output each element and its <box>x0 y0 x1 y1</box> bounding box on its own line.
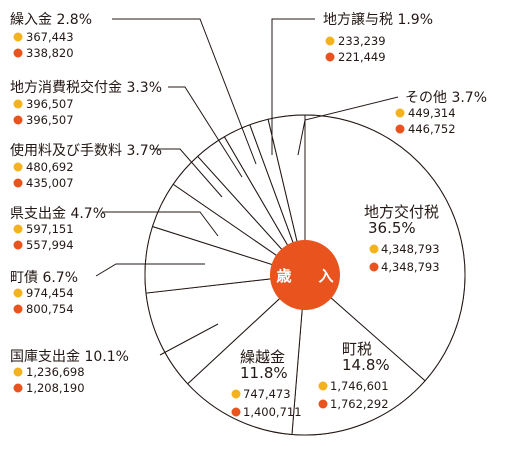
leader-line <box>102 211 219 237</box>
slice-value-previous: 221,449 <box>338 50 386 64</box>
yellow-dot-icon <box>13 367 23 377</box>
slice-name: 繰入金 2.8% <box>10 12 92 28</box>
slice-value-previous: 800,754 <box>26 302 74 316</box>
slice-name: 県支出金 4.7% <box>10 206 106 222</box>
yellow-dot-icon <box>13 99 23 109</box>
leader-line <box>112 18 257 165</box>
slice-value-previous: 396,507 <box>26 113 74 127</box>
yellow-dot-icon <box>13 224 23 234</box>
yellow-dot-icon <box>13 288 23 298</box>
orange-dot-icon <box>13 383 23 393</box>
slice-value-previous: 4,348,793 <box>381 260 440 274</box>
orange-dot-icon <box>325 52 335 62</box>
yellow-dot-icon <box>395 108 405 118</box>
slice-name: 地方交付税 <box>364 203 439 221</box>
leader-line <box>168 86 243 178</box>
slice-name: その他 3.7% <box>405 90 487 106</box>
slice-value-previous: 446,752 <box>408 122 456 136</box>
slice-name: 町債 6.7% <box>10 270 78 286</box>
center-disc <box>270 240 340 310</box>
pie-slice <box>304 114 466 382</box>
slice-percent: 11.8% <box>240 364 288 382</box>
slice-value-current: 4,348,793 <box>381 242 440 256</box>
yellow-dot-icon <box>369 244 379 254</box>
leader-line <box>153 148 223 198</box>
yellow-dot-icon <box>13 32 23 42</box>
pie-slices <box>144 114 466 436</box>
orange-dot-icon <box>395 124 405 134</box>
leader-line <box>297 96 399 156</box>
orange-dot-icon <box>369 262 379 272</box>
slice-percent: 14.8% <box>342 356 390 374</box>
orange-dot-icon <box>13 48 23 58</box>
slice-name: 国庫支出金 10.1% <box>10 348 129 365</box>
orange-dot-icon <box>13 240 23 250</box>
slice-name: 町税 <box>342 340 372 358</box>
yellow-dot-icon <box>318 381 328 391</box>
slice-value-previous: 1,208,190 <box>26 381 85 395</box>
slice-value-current: 597,151 <box>26 222 74 236</box>
slice-value-previous: 435,007 <box>26 176 74 190</box>
slice-value-current: 1,746,601 <box>330 379 389 393</box>
slice-value-current: 974,454 <box>26 286 74 300</box>
leader-lines <box>95 18 399 356</box>
yellow-dot-icon <box>231 389 241 399</box>
center-circle: 歳 入 <box>270 240 340 310</box>
slice-value-current: 367,443 <box>26 30 74 44</box>
yellow-dot-icon <box>325 36 335 46</box>
pie-slice <box>291 273 426 436</box>
leader-line <box>159 323 219 356</box>
slice-value-current: 1,236,698 <box>26 365 85 379</box>
orange-dot-icon <box>13 304 23 314</box>
slice-value-current: 747,473 <box>243 387 291 401</box>
slice-value-previous: 1,762,292 <box>330 397 389 411</box>
leader-line <box>271 18 315 155</box>
slice-name: 使用料及び手数料 3.7% <box>10 142 162 159</box>
slice-value-previous: 338,820 <box>26 46 74 60</box>
pie-slice <box>145 274 307 385</box>
slice-value-current: 396,507 <box>26 97 74 111</box>
slice-name: 地方消費税交付金 3.3% <box>10 79 162 96</box>
slice-percent: 36.5% <box>368 219 416 237</box>
slice-value-previous: 557,994 <box>26 238 74 252</box>
slice-value-current: 233,239 <box>338 34 386 48</box>
slice-name: 地方譲与税 1.9% <box>323 12 433 28</box>
center-label: 歳 入 <box>276 267 339 285</box>
slice-value-current: 480,692 <box>26 160 74 174</box>
orange-dot-icon <box>318 399 328 409</box>
slice-value-previous: 1,400,711 <box>243 405 302 419</box>
slice-name: 繰越金 <box>240 348 285 366</box>
yellow-dot-icon <box>13 162 23 172</box>
leader-line <box>95 263 205 277</box>
pie-slice <box>267 114 306 276</box>
orange-dot-icon <box>13 178 23 188</box>
orange-dot-icon <box>13 115 23 125</box>
slice-value-current: 449,314 <box>408 106 456 120</box>
pie-slice <box>186 273 306 436</box>
orange-dot-icon <box>231 407 241 417</box>
